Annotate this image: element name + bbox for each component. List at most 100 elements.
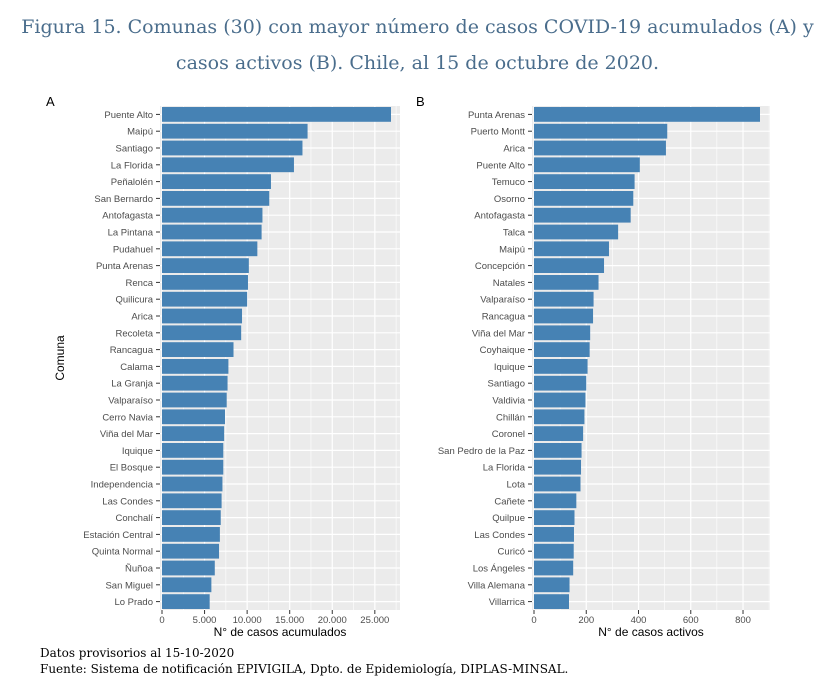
x-tick-label-b-3: 600 — [683, 615, 699, 626]
bar-b-8 — [534, 241, 609, 257]
bar-a-27 — [162, 560, 215, 576]
bar-b-20 — [534, 443, 582, 458]
bar-a-20 — [162, 443, 224, 458]
category-label-b-24: Quilpue — [492, 513, 525, 524]
category-label-a-5: San Bernardo — [94, 194, 153, 205]
bar-b-12 — [534, 308, 594, 324]
category-label-a-9: Punta Arenas — [96, 261, 153, 272]
category-label-a-8: Pudahuel — [113, 244, 153, 255]
bar-b-2 — [534, 140, 666, 156]
footer-note-source: Fuente: Sistema de notificación EPIVIGIL… — [40, 662, 569, 676]
category-label-b-14: Coyhaique — [480, 345, 525, 356]
category-label-b-28: Villa Alemana — [468, 580, 526, 591]
category-label-b-27: Los Ángeles — [473, 564, 526, 575]
bar-a-11 — [162, 291, 248, 307]
bar-b-0 — [534, 107, 760, 122]
category-label-b-13: Viña del Mar — [472, 328, 525, 339]
category-label-b-7: Talca — [503, 228, 526, 239]
category-label-b-18: Chillán — [496, 412, 525, 423]
bar-a-1 — [162, 123, 308, 139]
bar-a-14 — [162, 342, 234, 357]
category-label-b-2: Arica — [503, 144, 525, 155]
category-label-b-10: Natales — [493, 278, 525, 289]
category-label-a-13: Recoleta — [116, 328, 154, 339]
category-label-b-19: Coronel — [492, 429, 525, 440]
bar-a-10 — [162, 275, 248, 290]
category-label-b-11: Valparaíso — [480, 295, 525, 306]
category-label-a-6: Antofagasta — [102, 211, 153, 222]
category-label-b-29: Villarrica — [489, 597, 526, 608]
bar-b-23 — [534, 493, 577, 509]
figure-title-line-2: casos activos (B). Chile, al 15 de octub… — [175, 52, 660, 74]
x-tick-label-a-3: 15.000 — [275, 615, 304, 626]
x-axis-title-a: N° de casos acumulados — [214, 625, 347, 639]
bar-b-3 — [534, 157, 640, 173]
bar-a-4 — [162, 174, 271, 189]
bar-a-0 — [162, 107, 391, 122]
category-label-a-18: Cerro Navia — [102, 412, 153, 423]
bar-b-22 — [534, 476, 581, 492]
x-tick-label-a-4: 20.000 — [318, 615, 347, 626]
category-label-b-12: Rancagua — [482, 312, 526, 323]
category-label-b-23: Cañete — [494, 496, 525, 507]
x-tick-label-a-1: 5.000 — [193, 615, 217, 626]
bar-a-9 — [162, 258, 249, 273]
x-tick-label-a-0: 0 — [159, 615, 164, 626]
bar-b-27 — [534, 560, 574, 576]
category-label-a-19: Viña del Mar — [100, 429, 153, 440]
bar-b-26 — [534, 543, 574, 559]
bar-b-13 — [534, 325, 591, 341]
category-label-a-21: El Bosque — [110, 463, 153, 474]
category-label-a-3: La Florida — [111, 160, 154, 171]
category-label-a-29: Lo Prado — [114, 597, 153, 608]
bar-b-29 — [534, 594, 570, 609]
bar-a-29 — [162, 594, 210, 609]
bar-a-19 — [162, 426, 225, 441]
category-label-a-28: San Miguel — [105, 580, 153, 591]
bar-b-16 — [534, 375, 587, 391]
bar-a-26 — [162, 543, 220, 559]
bar-b-5 — [534, 191, 634, 206]
bar-b-19 — [534, 426, 584, 441]
category-label-a-16: La Granja — [111, 379, 153, 390]
category-label-b-3: Puente Alto — [476, 160, 525, 171]
bar-b-6 — [534, 207, 631, 223]
panel-label-a: A — [46, 94, 55, 109]
category-label-b-0: Punta Arenas — [468, 110, 525, 121]
category-label-b-9: Concepción — [475, 261, 525, 272]
bar-a-25 — [162, 527, 220, 542]
category-label-b-6: Antofagasta — [474, 211, 525, 222]
figure-title-line-1: Figura 15. Comunas (30) con mayor número… — [21, 16, 814, 38]
bar-a-6 — [162, 207, 263, 223]
x-tick-label-b-1: 200 — [578, 615, 594, 626]
category-label-b-25: Las Condes — [474, 530, 525, 541]
bar-b-24 — [534, 510, 575, 525]
bar-b-28 — [534, 577, 570, 593]
bar-b-11 — [534, 291, 594, 307]
bar-a-28 — [162, 577, 212, 593]
category-label-b-26: Curicó — [498, 547, 525, 558]
bar-b-17 — [534, 392, 586, 408]
category-label-b-1: Puerto Montt — [471, 127, 526, 138]
x-tick-label-b-4: 800 — [735, 615, 751, 626]
bar-b-15 — [534, 359, 588, 374]
y-axis-title-a: Comuna — [53, 335, 67, 381]
bar-a-22 — [162, 476, 223, 492]
bar-b-1 — [534, 123, 668, 139]
category-label-a-20: Iquique — [122, 446, 153, 457]
category-label-b-5: Osorno — [494, 194, 525, 205]
category-label-a-14: Rancagua — [110, 345, 154, 356]
category-label-a-23: Las Condes — [102, 496, 153, 507]
x-tick-label-a-5: 25.000 — [360, 615, 389, 626]
panel-a-background — [160, 106, 400, 610]
category-label-a-26: Quinta Normal — [92, 547, 153, 558]
category-label-b-15: Iquique — [494, 362, 525, 373]
bar-a-8 — [162, 241, 258, 257]
category-label-a-7: La Pintana — [108, 228, 154, 239]
bar-a-5 — [162, 191, 270, 206]
category-label-a-2: Santiago — [115, 144, 153, 155]
bar-a-12 — [162, 308, 243, 324]
footer-note-provisional: Datos provisorios al 15-10-2020 — [40, 646, 235, 660]
category-label-a-1: Maipú — [127, 127, 153, 138]
